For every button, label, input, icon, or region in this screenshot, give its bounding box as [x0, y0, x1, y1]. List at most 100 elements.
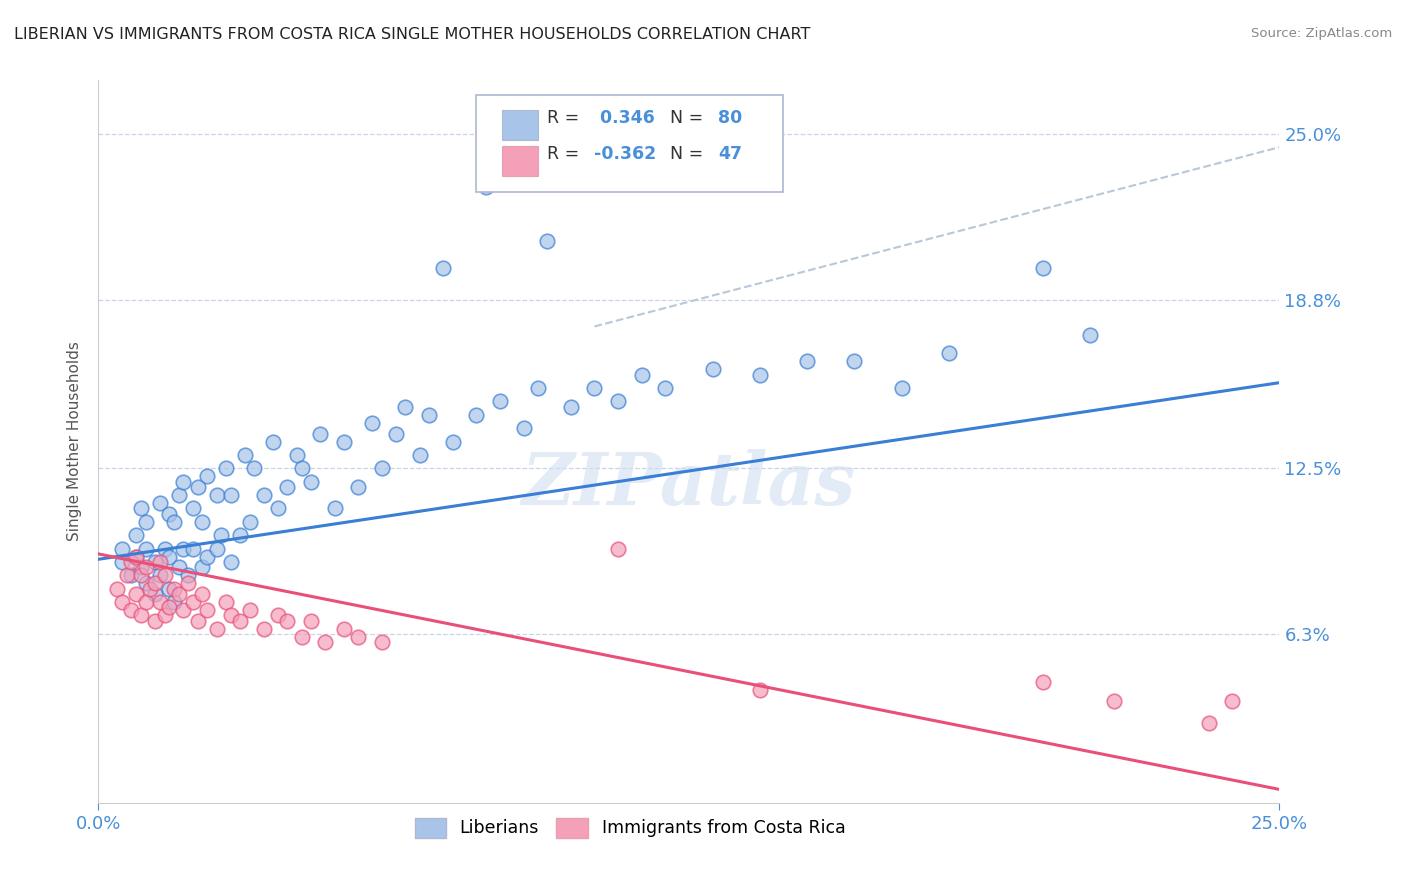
Point: [195, 603, 218, 617]
Point: [135, 576, 157, 591]
Point: [299, 475, 322, 489]
Point: [167, 488, 190, 502]
Point: [125, 549, 148, 564]
Point: [191, 560, 214, 574]
Point: [1032, 675, 1054, 690]
Point: [157, 600, 180, 615]
Point: [299, 614, 322, 628]
Point: [135, 595, 157, 609]
Point: [262, 434, 284, 449]
Point: [1102, 694, 1125, 708]
Point: [143, 587, 166, 601]
Point: [536, 234, 558, 248]
Point: [323, 501, 346, 516]
Point: [149, 595, 172, 609]
Point: [347, 480, 370, 494]
Point: [1220, 694, 1243, 708]
Point: [125, 587, 148, 601]
Point: [526, 381, 548, 395]
Point: [489, 394, 512, 409]
Text: 80: 80: [718, 109, 742, 128]
Point: [1198, 715, 1220, 730]
Point: [149, 496, 172, 510]
Point: [371, 461, 394, 475]
Point: [195, 549, 218, 564]
Point: [129, 608, 152, 623]
Point: [229, 528, 252, 542]
Point: [285, 448, 308, 462]
Point: [276, 480, 298, 494]
Point: [149, 568, 172, 582]
Text: 0.346: 0.346: [595, 109, 655, 128]
Point: [129, 560, 152, 574]
Point: [187, 614, 209, 628]
Point: [143, 576, 166, 591]
Point: [314, 635, 336, 649]
Point: [135, 515, 157, 529]
Text: N =: N =: [659, 109, 709, 128]
Legend: Liberians, Immigrants from Costa Rica: Liberians, Immigrants from Costa Rica: [408, 811, 852, 845]
Point: [177, 568, 200, 582]
Point: [172, 541, 194, 556]
Point: [748, 683, 770, 698]
Point: [607, 541, 630, 556]
Point: [163, 595, 186, 609]
Point: [215, 461, 238, 475]
Point: [157, 507, 180, 521]
Point: [111, 541, 134, 556]
Text: R =: R =: [547, 109, 585, 128]
FancyBboxPatch shape: [502, 110, 537, 140]
Point: [172, 475, 194, 489]
Point: [121, 603, 143, 617]
Text: N =: N =: [659, 145, 709, 163]
Point: [143, 555, 166, 569]
Point: [157, 582, 180, 596]
Point: [309, 426, 332, 441]
Point: [219, 608, 242, 623]
Point: [475, 180, 498, 194]
Point: [121, 568, 143, 582]
Point: [654, 381, 676, 395]
Point: [333, 622, 356, 636]
Point: [267, 608, 290, 623]
Point: [432, 260, 454, 275]
Point: [135, 541, 157, 556]
Text: ZIPatlas: ZIPatlas: [522, 450, 856, 520]
Point: [253, 622, 276, 636]
Point: [181, 541, 204, 556]
FancyBboxPatch shape: [477, 95, 783, 193]
Point: [205, 622, 228, 636]
Point: [465, 408, 488, 422]
Point: [121, 555, 143, 569]
Point: [205, 488, 228, 502]
Point: [191, 587, 214, 601]
Text: Source: ZipAtlas.com: Source: ZipAtlas.com: [1251, 27, 1392, 40]
Point: [209, 528, 232, 542]
Point: [177, 576, 200, 591]
Point: [219, 488, 242, 502]
Point: [181, 501, 204, 516]
Y-axis label: Single Mother Households: Single Mother Households: [67, 342, 83, 541]
Point: [276, 614, 298, 628]
Point: [135, 560, 157, 574]
Point: [157, 549, 180, 564]
Point: [219, 555, 242, 569]
Point: [125, 549, 148, 564]
Point: [560, 400, 582, 414]
Point: [748, 368, 770, 382]
Point: [253, 488, 276, 502]
Point: [512, 421, 534, 435]
Point: [796, 354, 818, 368]
Point: [408, 448, 430, 462]
Point: [153, 541, 176, 556]
Point: [243, 461, 266, 475]
Point: [267, 501, 290, 516]
Point: [385, 426, 408, 441]
Point: [844, 354, 866, 368]
Point: [583, 381, 606, 395]
Point: [1080, 327, 1102, 342]
FancyBboxPatch shape: [502, 146, 537, 177]
Point: [361, 416, 384, 430]
Point: [163, 582, 186, 596]
Point: [129, 568, 152, 582]
